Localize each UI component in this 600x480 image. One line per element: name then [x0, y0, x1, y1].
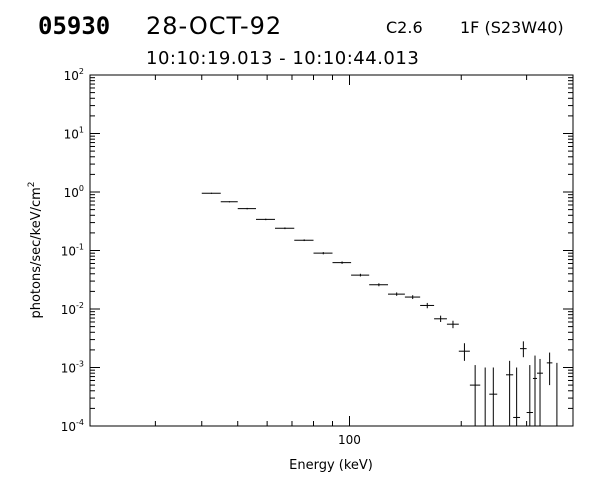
x-tick-labels: 100 [338, 433, 361, 447]
data-point [332, 261, 352, 264]
y-axis-label-text: photons/sec/keV/cm [29, 187, 44, 318]
event-id: 05930 [38, 12, 111, 40]
data-point [351, 273, 370, 277]
y-tick-label: 10-4 [61, 418, 84, 434]
axis-ticks [89, 74, 574, 427]
y-tick-labels: 10-4 10-3 10-2 10-1 100 101 102 [61, 67, 84, 434]
data-point [513, 367, 521, 426]
flare-location: 1F (S23W40) [460, 18, 564, 37]
data-point [489, 367, 498, 426]
flare-class: C2.6 [386, 18, 423, 37]
y-tick-label: 10-2 [61, 301, 84, 317]
data-point [369, 283, 389, 287]
y-tick-label: 102 [64, 67, 84, 83]
data-point [446, 320, 459, 329]
data-point [388, 292, 405, 296]
data-point [458, 343, 470, 361]
data-point [546, 352, 553, 386]
y-tick-label: 10-1 [61, 243, 84, 259]
y-tick-label: 10-3 [61, 360, 84, 376]
data-points [201, 192, 558, 426]
y-tick-label: 100 [64, 184, 84, 200]
data-point [237, 207, 257, 210]
data-point [201, 192, 221, 194]
data-point [256, 218, 275, 221]
data-point [434, 315, 447, 322]
data-point [404, 295, 421, 300]
data-point [469, 365, 481, 426]
data-point [294, 239, 314, 242]
data-point [220, 201, 238, 203]
data-point [313, 252, 333, 255]
time-range: 10:10:19.013 - 10:10:44.013 [146, 48, 420, 69]
data-point [532, 355, 538, 426]
data-point [420, 302, 435, 309]
y-tick-label: 101 [64, 126, 84, 142]
x-axis-label: Energy (keV) [289, 458, 373, 473]
event-date: 28-OCT-92 [146, 12, 283, 40]
y-axis-label: photons/sec/keV/cm2 [27, 181, 44, 318]
y-axis-label-superscript: 2 [27, 181, 37, 187]
data-point [526, 365, 533, 426]
x-tick-label: 100 [338, 433, 361, 447]
data-point [520, 341, 527, 358]
data-point [274, 227, 295, 230]
data-point [537, 358, 543, 426]
plot-frame [89, 74, 574, 427]
data-point [506, 360, 514, 426]
